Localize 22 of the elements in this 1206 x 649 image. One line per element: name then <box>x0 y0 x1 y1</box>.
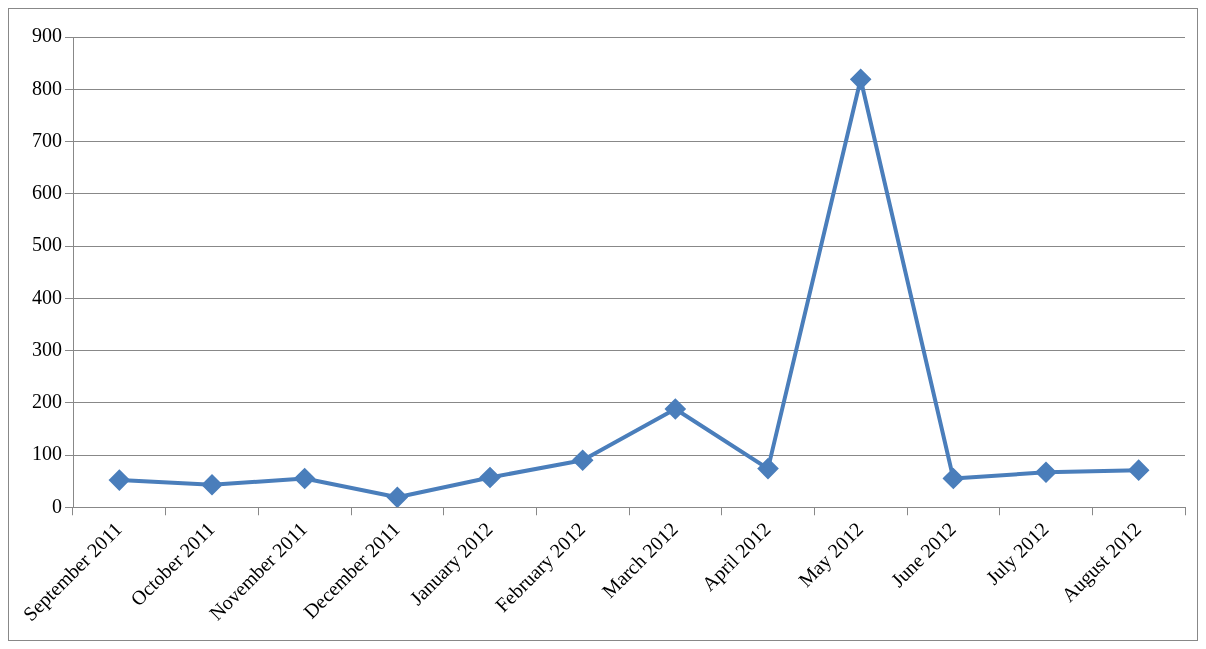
point <box>387 487 408 508</box>
y-tick-label: 400 <box>32 285 62 308</box>
point <box>665 399 686 420</box>
point <box>1036 462 1056 483</box>
y-tick-label: 500 <box>32 233 62 256</box>
point <box>572 450 593 471</box>
point <box>294 468 315 489</box>
y-tick-label: 0 <box>52 494 62 517</box>
y-tick-label: 200 <box>32 390 62 413</box>
y-tick-label: 600 <box>32 181 62 203</box>
y-tick-label: 800 <box>32 76 62 99</box>
point <box>202 474 222 495</box>
point <box>480 467 500 488</box>
y-tick-label: 100 <box>32 442 62 465</box>
point <box>758 458 778 479</box>
point <box>943 468 964 489</box>
point <box>109 470 130 491</box>
point <box>850 69 871 90</box>
y-tick-label: 900 <box>32 24 62 47</box>
y-tick-label: 700 <box>32 128 62 151</box>
y-tick-label: 300 <box>32 337 62 360</box>
point <box>1128 460 1149 481</box>
